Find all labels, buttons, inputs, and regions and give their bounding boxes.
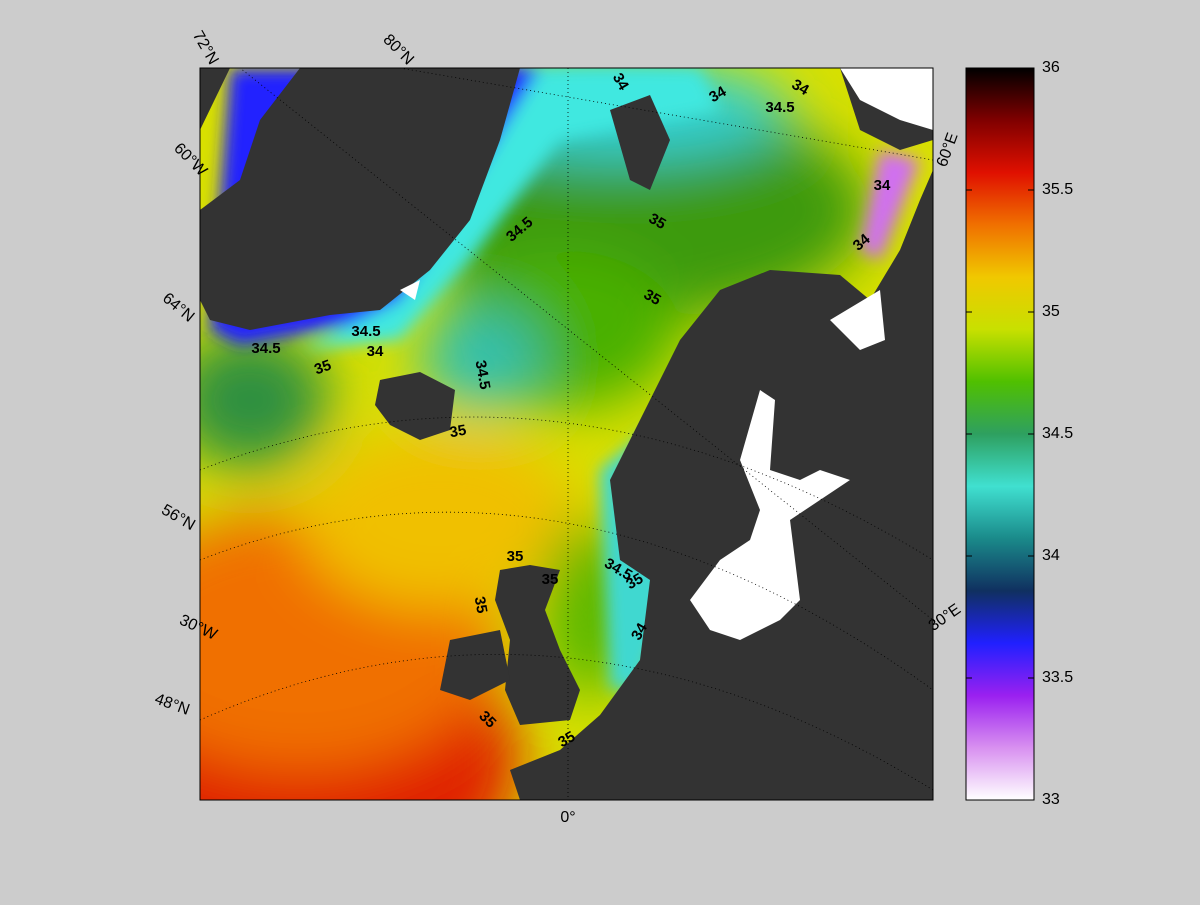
contour-label: 35: [507, 548, 524, 565]
colorbar: [965, 67, 1035, 801]
graticule: [200, 68, 933, 800]
contour-label: 34.5: [472, 359, 494, 391]
contour-label: 35: [641, 286, 664, 309]
contour-label: 34: [706, 83, 730, 106]
contour-label: 34: [609, 70, 632, 94]
contour-label: 34: [874, 177, 891, 194]
colorbar-tick-label: 35.5: [1042, 181, 1073, 198]
colorbar-tick-label: 33: [1042, 791, 1060, 808]
contour-label: 35: [448, 422, 467, 442]
contour-label: 34.5: [765, 99, 794, 116]
no-data: [400, 68, 933, 640]
colorbar-tick-label: 34: [1042, 547, 1060, 564]
colorbar-tick-label: 36: [1042, 59, 1060, 76]
contour-label: 35: [471, 595, 491, 614]
contour-label: 35: [646, 210, 669, 233]
colorbar-tick-label: 33.5: [1042, 669, 1073, 686]
colorbar-tick-label: 34.5: [1042, 425, 1073, 442]
contour-label: 35: [312, 357, 333, 379]
contour-label: 35: [555, 728, 578, 751]
colorbar-tick-label: 35: [1042, 303, 1060, 320]
contour-label: 34: [628, 620, 651, 644]
contour-label: 34.5: [351, 323, 380, 340]
contour-label: 34.5: [251, 340, 280, 357]
contour-label: 35: [542, 571, 559, 588]
land: [200, 68, 933, 800]
map-area: [200, 68, 933, 800]
graticule-label: 0°: [560, 809, 575, 826]
contour-label: 35: [623, 570, 646, 593]
map-frame: [199, 67, 934, 801]
contour-label: 34: [789, 76, 813, 99]
contour-label: 34: [367, 343, 384, 360]
